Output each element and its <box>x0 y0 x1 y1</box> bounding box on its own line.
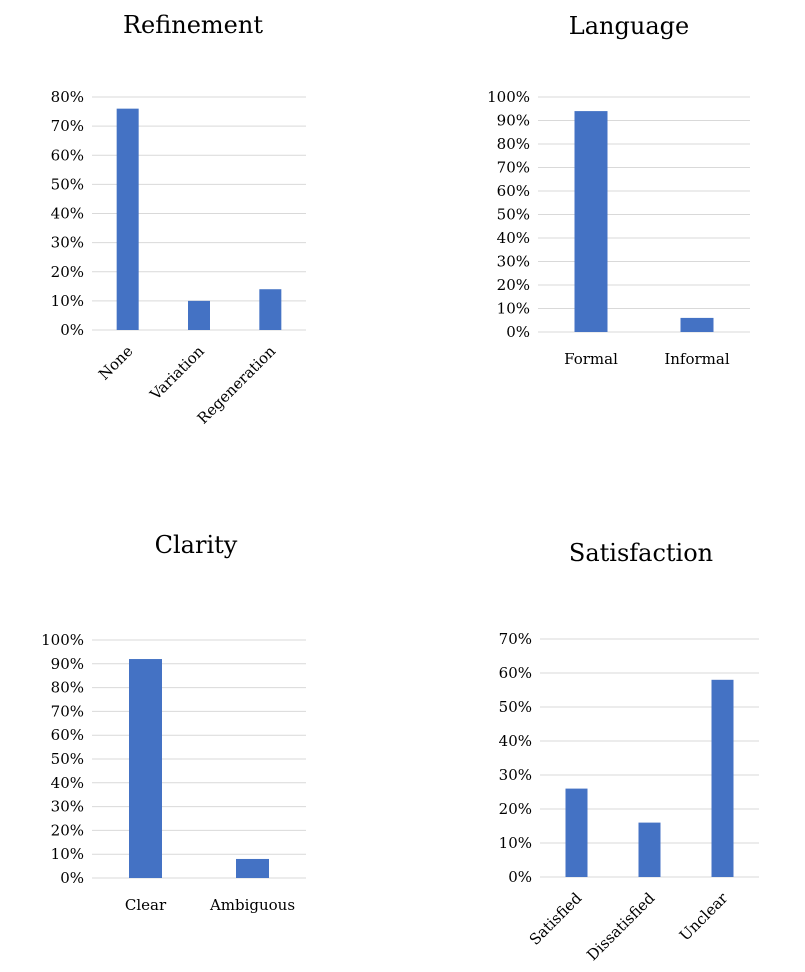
bar-regeneration <box>259 289 282 330</box>
y-tick-label: 40% <box>51 205 84 223</box>
y-tick-label: 80% <box>51 88 84 106</box>
bar-ambiguous <box>236 858 269 878</box>
bar-formal <box>574 111 608 332</box>
y-tick-label: 30% <box>499 766 532 784</box>
bar-dissatisfied <box>638 822 661 877</box>
y-tick-label: 0% <box>60 321 84 339</box>
category-label: Formal <box>564 350 618 368</box>
bar-variation <box>188 300 210 330</box>
y-tick-label: 80% <box>497 135 530 153</box>
chart-title: Language <box>569 12 689 40</box>
bar-unclear <box>711 679 734 877</box>
y-tick-label: 60% <box>497 182 530 200</box>
category-label: Satisfied <box>526 889 586 949</box>
y-tick-label: 50% <box>499 698 532 716</box>
category-label: Dissatisfied <box>583 889 658 964</box>
y-tick-label: 20% <box>499 800 532 818</box>
category-label: Ambiguous <box>209 896 295 914</box>
y-tick-label: 0% <box>506 323 530 341</box>
y-tick-label: 50% <box>51 750 84 768</box>
bar-clear <box>129 659 162 878</box>
y-tick-label: 10% <box>51 292 84 310</box>
chart-panel-0: Refinement 0% 10% 20% 30% 40% 50% 60% 70% 80% None… <box>51 11 306 428</box>
category-label: Unclear <box>676 889 732 945</box>
bar-satisfied <box>565 788 588 877</box>
y-tick-label: 80% <box>51 679 84 697</box>
chart-title: Clarity <box>155 531 238 559</box>
chart-title: Satisfaction <box>569 539 713 567</box>
category-label: Informal <box>664 350 730 368</box>
chart-panel-3: Satisfaction 0% 10% 20% 30% 40% 50% 60% 70% Satis… <box>499 539 759 964</box>
y-tick-label: 100% <box>487 88 530 106</box>
y-tick-label: 30% <box>51 798 84 816</box>
y-tick-label: 0% <box>508 868 532 886</box>
y-tick-label: 60% <box>499 664 532 682</box>
y-tick-label: 40% <box>51 774 84 792</box>
y-tick-label: 70% <box>51 117 84 135</box>
y-tick-label: 0% <box>60 869 84 887</box>
y-tick-label: 40% <box>497 229 530 247</box>
bar-informal <box>680 317 714 332</box>
y-tick-label: 100% <box>41 631 84 649</box>
y-tick-label: 50% <box>51 175 84 193</box>
y-tick-label: 20% <box>51 821 84 839</box>
y-tick-label: 20% <box>497 276 530 294</box>
y-tick-label: 70% <box>497 159 530 177</box>
y-tick-label: 40% <box>499 732 532 750</box>
category-label: Variation <box>146 342 208 404</box>
y-tick-label: 70% <box>499 630 532 648</box>
category-label: None <box>95 342 137 384</box>
y-tick-label: 10% <box>497 300 530 318</box>
bar-none <box>116 108 139 331</box>
chart-title: Refinement <box>123 11 263 39</box>
category-label: Clear <box>125 896 167 914</box>
y-tick-label: 50% <box>497 206 530 224</box>
chart-panel-2: Clarity 0% 10% 20% 30% 40% 50% 60% 70% 80% 90% 100%… <box>41 531 306 914</box>
y-tick-label: 30% <box>51 234 84 252</box>
y-tick-label: 90% <box>51 655 84 673</box>
chart-panel-1: Language 0% 10% 20% 30% 40% 50% 60% 70% 80% 90% 100… <box>487 12 750 368</box>
y-tick-label: 10% <box>499 834 532 852</box>
y-tick-label: 70% <box>51 702 84 720</box>
y-tick-label: 30% <box>497 253 530 271</box>
y-tick-label: 60% <box>51 726 84 744</box>
y-tick-label: 90% <box>497 112 530 130</box>
y-tick-label: 60% <box>51 146 84 164</box>
y-tick-label: 20% <box>51 263 84 281</box>
y-tick-label: 10% <box>51 845 84 863</box>
